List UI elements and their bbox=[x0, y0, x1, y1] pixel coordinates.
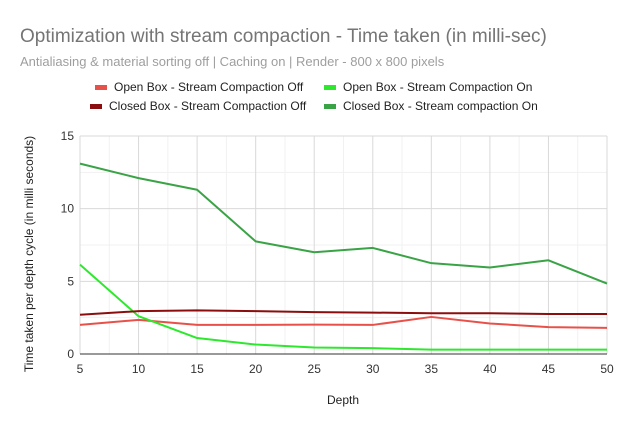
chart-subtitle: Antialiasing & material sorting off | Ca… bbox=[20, 54, 445, 69]
legend-label: Open Box - Stream Compaction Off bbox=[114, 80, 304, 94]
legend-swatch bbox=[324, 104, 336, 109]
x-tick-label: 35 bbox=[425, 362, 439, 376]
legend-swatch bbox=[90, 104, 102, 109]
legend-label: Open Box - Stream Compaction On bbox=[343, 80, 532, 94]
y-tick-label: 5 bbox=[67, 274, 74, 288]
x-tick-label: 45 bbox=[542, 362, 556, 376]
x-tick-label: 20 bbox=[249, 362, 263, 376]
series-line-2 bbox=[79, 263, 607, 351]
legend-item: Closed Box - Stream Compaction Off bbox=[90, 99, 307, 113]
y-tick-label: 0 bbox=[67, 347, 74, 361]
x-tick-label: 15 bbox=[190, 362, 204, 376]
legend-item: Closed Box - Stream compaction On bbox=[324, 99, 538, 113]
series-lines bbox=[79, 162, 608, 351]
y-tick-label: 15 bbox=[61, 129, 75, 143]
legend: Open Box - Stream Compaction Off Open Box… bbox=[90, 80, 538, 113]
x-tick-label: 50 bbox=[600, 362, 614, 376]
x-tick-label: 30 bbox=[366, 362, 380, 376]
legend-label: Closed Box - Stream Compaction Off bbox=[109, 99, 307, 113]
y-tick-label: 10 bbox=[61, 202, 75, 216]
legend-swatch bbox=[95, 85, 107, 90]
x-tick-label: 40 bbox=[483, 362, 497, 376]
y-axis-label: Time taken per depth cycle (in milli sec… bbox=[22, 136, 36, 372]
grid bbox=[79, 135, 608, 354]
legend-item: Open Box - Stream Compaction Off bbox=[95, 80, 304, 94]
legend-item: Open Box - Stream Compaction On bbox=[324, 80, 532, 94]
legend-label: Closed Box - Stream compaction On bbox=[343, 99, 538, 113]
series-line-1 bbox=[79, 315, 608, 329]
x-tick-label: 25 bbox=[308, 362, 322, 376]
series-line-4 bbox=[79, 162, 608, 285]
legend-swatch bbox=[324, 85, 336, 90]
x-tick-label: 5 bbox=[77, 362, 84, 376]
chart-title: Optimization with stream compaction - Ti… bbox=[20, 26, 547, 47]
series-line-3 bbox=[79, 309, 607, 316]
x-tick-label: 10 bbox=[132, 362, 146, 376]
x-axis-label: Depth bbox=[327, 393, 359, 407]
